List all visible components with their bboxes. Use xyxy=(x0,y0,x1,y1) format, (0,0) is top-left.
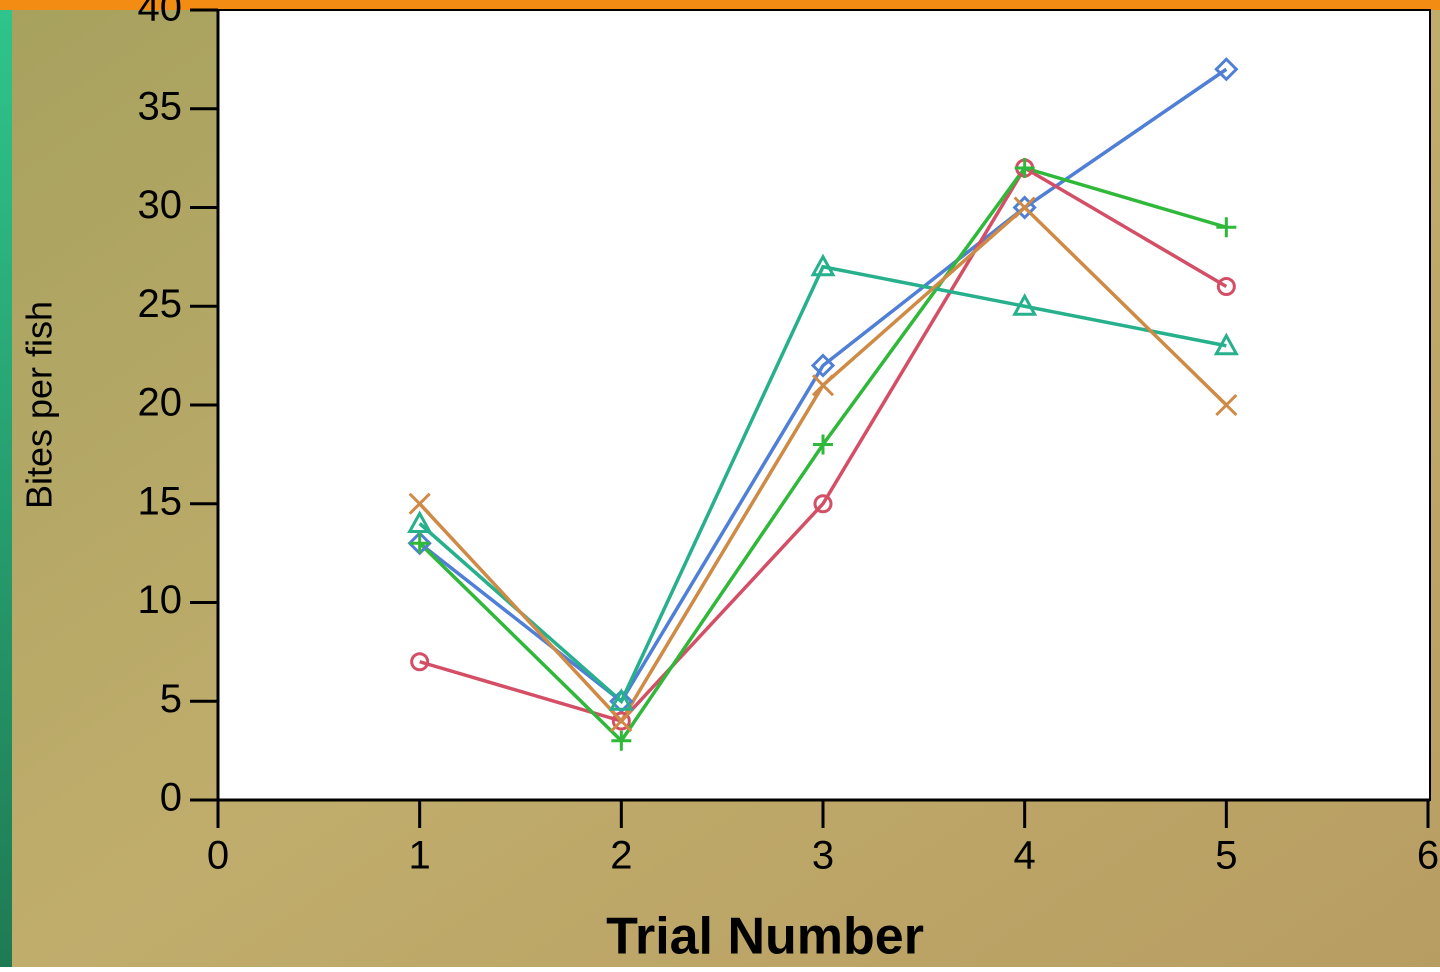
x-tick-label: 3 xyxy=(812,834,834,878)
y-tick-label: 0 xyxy=(160,776,182,820)
plot-area xyxy=(218,10,1430,800)
y-tick-label: 25 xyxy=(138,282,183,326)
y-tick-label: 5 xyxy=(160,677,182,721)
y-tick-label: 40 xyxy=(138,0,183,30)
chart: Trial Number Bites per fish 051015202530… xyxy=(0,0,1440,967)
y-tick-label: 20 xyxy=(138,381,183,425)
page: Trial Number Bites per fish 051015202530… xyxy=(0,0,1440,967)
x-tick-label: 6 xyxy=(1417,834,1439,878)
y-tick-label: 10 xyxy=(138,578,183,622)
y-axis-label: Bites per fish xyxy=(19,301,60,509)
x-axis-label: Trial Number xyxy=(606,908,924,966)
y-tick-label: 30 xyxy=(138,183,183,227)
y-tick-label: 35 xyxy=(138,84,183,128)
x-tick-label: 1 xyxy=(409,834,431,878)
x-tick-label: 2 xyxy=(610,834,632,878)
x-tick-label: 5 xyxy=(1215,834,1237,878)
x-tick-label: 0 xyxy=(207,834,229,878)
x-tick-label: 4 xyxy=(1014,834,1036,878)
y-tick-label: 15 xyxy=(138,479,183,523)
left-strip xyxy=(0,0,12,967)
